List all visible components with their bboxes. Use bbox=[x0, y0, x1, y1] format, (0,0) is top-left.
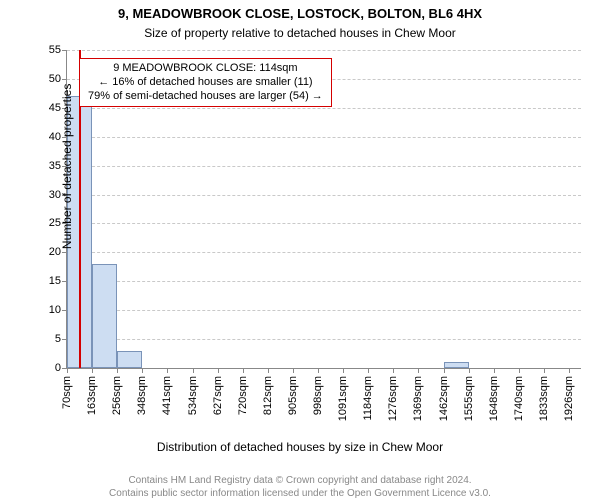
x-axis-label: Distribution of detached houses by size … bbox=[0, 440, 600, 454]
x-tick-label: 998sqm bbox=[312, 376, 324, 415]
x-tick-mark bbox=[92, 368, 93, 373]
y-axis-label: Number of detached properties bbox=[60, 84, 74, 249]
y-gridline bbox=[67, 195, 581, 196]
x-tick-label: 812sqm bbox=[262, 376, 274, 415]
x-tick-mark bbox=[193, 368, 194, 373]
attribution-footer: Contains HM Land Registry data © Crown c… bbox=[0, 475, 600, 500]
chart-subtitle: Size of property relative to detached ho… bbox=[0, 26, 600, 40]
annotation-box: 9 MEADOWBROOK CLOSE: 114sqm← 16% of deta… bbox=[79, 58, 332, 107]
plot-area: 051015202530354045505570sqm163sqm256sqm3… bbox=[66, 50, 581, 369]
x-tick-label: 256sqm bbox=[111, 376, 123, 415]
x-tick-mark bbox=[544, 368, 545, 373]
x-tick-mark bbox=[494, 368, 495, 373]
x-tick-mark bbox=[444, 368, 445, 373]
x-tick-label: 905sqm bbox=[287, 376, 299, 415]
y-gridline bbox=[67, 310, 581, 311]
x-tick-mark bbox=[268, 368, 269, 373]
x-tick-mark bbox=[167, 368, 168, 373]
x-tick-mark bbox=[343, 368, 344, 373]
x-tick-mark bbox=[243, 368, 244, 373]
y-gridline bbox=[67, 137, 581, 138]
x-tick-label: 1369sqm bbox=[412, 376, 424, 421]
histogram-bar bbox=[444, 362, 469, 368]
x-tick-mark bbox=[569, 368, 570, 373]
x-tick-mark bbox=[142, 368, 143, 373]
x-tick-mark bbox=[67, 368, 68, 373]
chart-title: 9, MEADOWBROOK CLOSE, LOSTOCK, BOLTON, B… bbox=[0, 6, 600, 21]
y-gridline bbox=[67, 166, 581, 167]
x-tick-label: 1740sqm bbox=[513, 376, 525, 421]
annotation-line: 9 MEADOWBROOK CLOSE: 114sqm bbox=[88, 62, 323, 76]
annotation-line: 79% of semi-detached houses are larger (… bbox=[88, 90, 323, 104]
x-tick-label: 70sqm bbox=[61, 376, 73, 409]
x-tick-label: 1276sqm bbox=[387, 376, 399, 421]
x-tick-mark bbox=[418, 368, 419, 373]
y-tick-mark bbox=[62, 50, 67, 51]
x-tick-mark bbox=[393, 368, 394, 373]
x-tick-label: 720sqm bbox=[237, 376, 249, 415]
x-tick-mark bbox=[117, 368, 118, 373]
x-tick-label: 1833sqm bbox=[538, 376, 550, 421]
x-tick-label: 1091sqm bbox=[337, 376, 349, 421]
chart-container: 9, MEADOWBROOK CLOSE, LOSTOCK, BOLTON, B… bbox=[0, 0, 600, 500]
footer-line-2: Contains public sector information licen… bbox=[0, 488, 600, 500]
x-tick-label: 348sqm bbox=[136, 376, 148, 415]
x-tick-mark bbox=[469, 368, 470, 373]
y-gridline bbox=[67, 339, 581, 340]
histogram-bar bbox=[117, 351, 142, 368]
x-tick-label: 1462sqm bbox=[438, 376, 450, 421]
x-tick-label: 627sqm bbox=[212, 376, 224, 415]
x-tick-label: 1555sqm bbox=[463, 376, 475, 421]
x-tick-mark bbox=[519, 368, 520, 373]
x-tick-mark bbox=[318, 368, 319, 373]
y-tick-mark bbox=[62, 79, 67, 80]
y-gridline bbox=[67, 50, 581, 51]
x-tick-label: 1648sqm bbox=[488, 376, 500, 421]
x-tick-label: 441sqm bbox=[161, 376, 173, 415]
x-tick-mark bbox=[293, 368, 294, 373]
x-tick-label: 1184sqm bbox=[362, 376, 374, 420]
x-tick-label: 1926sqm bbox=[563, 376, 575, 421]
x-tick-label: 534sqm bbox=[187, 376, 199, 415]
y-gridline bbox=[67, 223, 581, 224]
footer-line-1: Contains HM Land Registry data © Crown c… bbox=[0, 475, 600, 488]
x-tick-mark bbox=[218, 368, 219, 373]
x-tick-label: 163sqm bbox=[86, 376, 98, 415]
y-gridline bbox=[67, 252, 581, 253]
y-gridline bbox=[67, 281, 581, 282]
y-gridline bbox=[67, 108, 581, 109]
histogram-bar bbox=[92, 264, 117, 368]
x-tick-mark bbox=[368, 368, 369, 373]
annotation-line: ← 16% of detached houses are smaller (11… bbox=[88, 76, 323, 90]
